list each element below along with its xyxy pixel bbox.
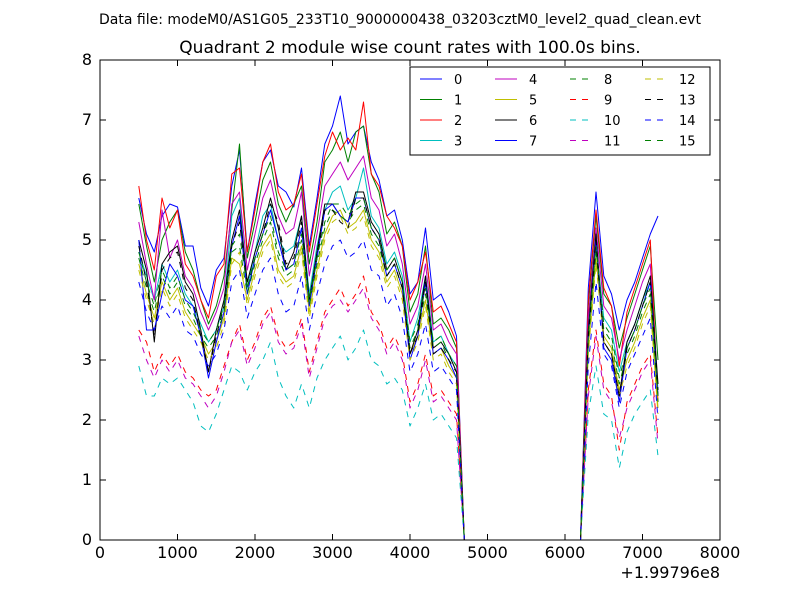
legend-label-2: 2 (454, 114, 462, 129)
series-line-12 (138, 215, 659, 540)
legend-label-8: 8 (604, 73, 612, 88)
legend-label-5: 5 (529, 94, 537, 109)
y-tick-label: 4 (82, 290, 92, 309)
axis-ticks: 0 1000 2000 3000 4000 5000 6000 7000 80000123456… (82, 50, 741, 562)
legend-label-6: 6 (529, 114, 537, 129)
legend-label-14: 14 (679, 114, 696, 129)
x-tick-label: 4000 (390, 543, 431, 562)
suptitle: Data file: modeM0/AS1G05_233T10_90000004… (99, 12, 701, 28)
series-line-9 (138, 275, 659, 540)
x-tick-label: 1000 (157, 543, 198, 562)
legend-label-12: 12 (679, 73, 696, 88)
y-tick-label: 1 (82, 470, 92, 489)
legend-label-4: 4 (529, 73, 537, 88)
legend-label-1: 1 (454, 94, 462, 109)
series-line-2 (138, 101, 659, 540)
legend-label-11: 11 (604, 135, 621, 150)
legend-label-9: 9 (604, 94, 612, 109)
plot-frame (99, 59, 721, 541)
x-tick-label: 0 (95, 543, 105, 562)
series-layer (138, 95, 659, 540)
series-line-13 (138, 197, 659, 540)
series-line-4 (138, 155, 659, 540)
x-tick-label: 2000 (235, 543, 276, 562)
x-tick-label: 6000 (545, 543, 586, 562)
series-line-14 (138, 239, 659, 540)
x-tick-label: 3000 (312, 543, 353, 562)
series-line-1 (138, 125, 659, 540)
legend-label-7: 7 (529, 135, 537, 150)
legend-label-13: 13 (679, 94, 696, 109)
chart-title: Quadrant 2 module wise count rates with … (179, 38, 640, 58)
y-tick-label: 0 (82, 530, 92, 549)
y-tick-label: 6 (82, 170, 92, 189)
series-line-15 (138, 197, 659, 540)
legend-label-15: 15 (679, 135, 696, 150)
legend-label-10: 10 (604, 114, 621, 129)
x-tick-label: 7000 (622, 543, 663, 562)
y-tick-label: 5 (82, 230, 92, 249)
series-line-5 (138, 209, 659, 540)
x-offset-label: +1.99796e8 (620, 563, 720, 582)
y-tick-label: 2 (82, 410, 92, 429)
legend-label-3: 3 (454, 135, 462, 150)
x-tick-label: 5000 (467, 543, 508, 562)
x-tick-label: 8000 (700, 543, 741, 562)
legend-label-0: 0 (454, 73, 462, 88)
series-line-11 (138, 287, 659, 540)
y-tick-label: 7 (82, 110, 92, 129)
y-tick-label: 8 (82, 50, 92, 69)
y-tick-label: 3 (82, 350, 92, 369)
